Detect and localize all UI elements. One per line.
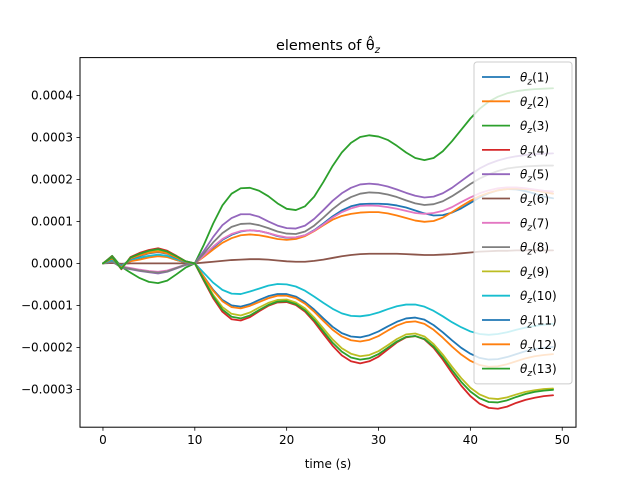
legend-box <box>473 61 573 385</box>
x-axis-label: time (s) <box>305 457 352 471</box>
x-tick-label: 50 <box>555 433 570 447</box>
y-tick-label: 0.0000 <box>31 257 73 271</box>
x-tick-label: 10 <box>187 433 202 447</box>
y-tick-label: −0.0002 <box>21 341 73 355</box>
legend-label-5: θz(5) <box>520 168 549 185</box>
legend-label-12: θz(12) <box>520 338 557 355</box>
legend-label-13: θz(13) <box>520 362 557 379</box>
legend: θz(1) θz(2) θz(3) θz(4) θz(5) θz(6) θz(7) θz(8)… <box>473 61 573 385</box>
legend-label-2: θz(2) <box>520 95 549 112</box>
y-tick-label: −0.0003 <box>21 383 73 397</box>
legend-label-8: θz(8) <box>520 241 549 258</box>
series-line-13 <box>102 248 554 404</box>
x-tick-label: 30 <box>371 433 386 447</box>
legend-label-10: θz(10) <box>520 289 557 306</box>
x-axis-ticks: 0 10 20 30 40 50 <box>99 427 570 447</box>
legend-label-6: θz(6) <box>520 192 549 209</box>
x-tick-label: 40 <box>463 433 478 447</box>
legend-label-9: θz(9) <box>520 265 549 282</box>
x-tick-label: 20 <box>279 433 294 447</box>
y-tick-label: 0.0004 <box>31 89 73 103</box>
axes-frame <box>79 57 577 428</box>
x-tick-label: 0 <box>99 433 107 447</box>
legend-label-11: θz(11) <box>520 314 557 331</box>
y-tick-label: 0.0001 <box>31 215 73 229</box>
legend-label-3: θz(3) <box>520 119 549 136</box>
y-tick-label: −0.0001 <box>21 299 73 313</box>
legend-label-1: θz(1) <box>520 71 549 88</box>
y-tick-label: 0.0002 <box>31 173 73 187</box>
legend-label-7: θz(7) <box>520 216 549 233</box>
chart-title: elements of θ̂z <box>276 35 381 56</box>
legend-label-4: θz(4) <box>520 143 549 160</box>
y-axis-ticks: −0.0003 −0.0002 −0.0001 0.0000 0.0001 0.0002 0… <box>21 89 80 397</box>
y-tick-label: 0.0003 <box>31 131 73 145</box>
